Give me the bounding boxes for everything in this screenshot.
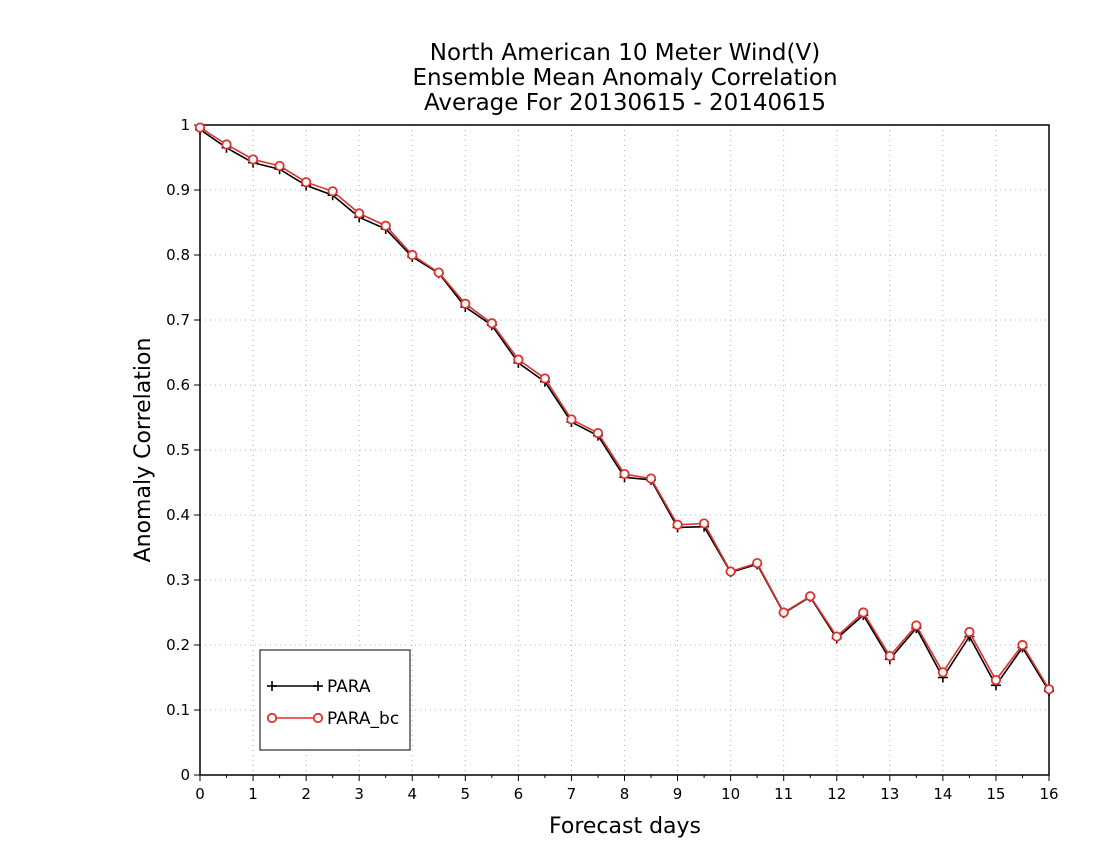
data-point (698, 518, 710, 529)
x-tick-label: 7 (567, 785, 577, 803)
data-point (301, 177, 312, 188)
data-point (645, 473, 657, 484)
x-tick-label: 5 (461, 785, 471, 803)
data-point (831, 631, 842, 642)
chart-title-line-1: North American 10 Meter Wind(V) (430, 40, 820, 66)
data-point (194, 122, 206, 133)
x-tick-label: 14 (933, 785, 952, 803)
y-tick-label: 0.9 (166, 181, 190, 199)
y-axis-label: Anomaly Correlation (131, 338, 156, 563)
x-tick-label: 4 (407, 785, 417, 803)
data-point (327, 186, 338, 197)
chart-title-line-2: Ensemble Mean Anomaly Correlation (412, 65, 837, 91)
x-tick-label: 15 (986, 785, 1005, 803)
data-point (964, 626, 975, 638)
data-point (354, 208, 365, 219)
legend-box (259, 649, 411, 751)
x-tick-label: 16 (1039, 785, 1058, 803)
data-point (911, 620, 922, 631)
data-point (805, 591, 816, 602)
legend-item: PARA_bc (266, 709, 399, 729)
data-point (539, 373, 551, 384)
y-tick-label: 0.1 (166, 701, 190, 719)
legend: PARA PARA_bc (259, 649, 411, 751)
y-tick-label: 0.2 (166, 636, 190, 654)
chart-title: North American 10 Meter Wind(V) Ensemble… (412, 40, 837, 116)
grid (200, 125, 1049, 775)
y-tick-label: 1 (180, 116, 190, 134)
x-tick-label: 8 (620, 785, 630, 803)
y-tick-label: 0 (180, 766, 190, 784)
data-point (1043, 684, 1055, 695)
data-point (407, 249, 418, 261)
y-tick-label: 0.8 (166, 246, 190, 264)
x-axis-label: Forecast days (549, 814, 701, 839)
data-point (380, 220, 391, 231)
data-point (486, 318, 497, 329)
x-tick-label: 1 (248, 785, 258, 803)
legend-item: PARA (267, 677, 371, 697)
data-point (433, 267, 444, 278)
y-tick-label: 0.7 (166, 311, 190, 329)
axis-ticks: 0 1 2 3 4 5 6 7 8 9 10 11 12 13 14 15 1600.10.20.30.40.5… (166, 116, 1058, 803)
series-para-bc (194, 122, 1055, 695)
series-line (199, 126, 1050, 690)
legend-marker (313, 681, 323, 691)
data-point (884, 650, 895, 662)
legend-marker (266, 712, 278, 724)
y-tick-label: 0.5 (166, 441, 190, 459)
x-tick-label: 10 (721, 785, 740, 803)
legend-label: PARA (327, 677, 371, 697)
chart-title-line-3: Average For 20130615 - 20140615 (424, 90, 826, 116)
data-point (725, 566, 736, 577)
data-point (221, 139, 232, 150)
legend-label: PARA_bc (327, 709, 399, 729)
legend-marker (312, 712, 324, 724)
legend-marker (267, 681, 277, 691)
x-tick-label: 0 (195, 785, 205, 803)
data-point (1017, 639, 1028, 651)
data-point (247, 154, 259, 165)
data-point (937, 667, 948, 678)
data-point (858, 607, 869, 618)
x-tick-label: 13 (880, 785, 899, 803)
data-point (592, 427, 604, 439)
y-tick-label: 0.4 (166, 506, 190, 524)
x-tick-label: 11 (774, 785, 793, 803)
series-layer (194, 122, 1055, 697)
y-tick-label: 0.3 (166, 571, 190, 589)
data-point (778, 607, 789, 618)
data-point (672, 519, 683, 530)
x-tick-label: 6 (514, 785, 524, 803)
data-point (566, 414, 577, 425)
x-tick-label: 12 (827, 785, 846, 803)
x-tick-label: 2 (301, 785, 311, 803)
data-point (460, 298, 471, 309)
data-point (619, 468, 630, 480)
data-point (990, 674, 1002, 686)
x-tick-label: 3 (354, 785, 364, 803)
x-tick-label: 9 (673, 785, 683, 803)
data-point (513, 354, 524, 365)
y-tick-label: 0.6 (166, 376, 190, 394)
data-point (274, 160, 285, 172)
data-point (752, 557, 763, 569)
